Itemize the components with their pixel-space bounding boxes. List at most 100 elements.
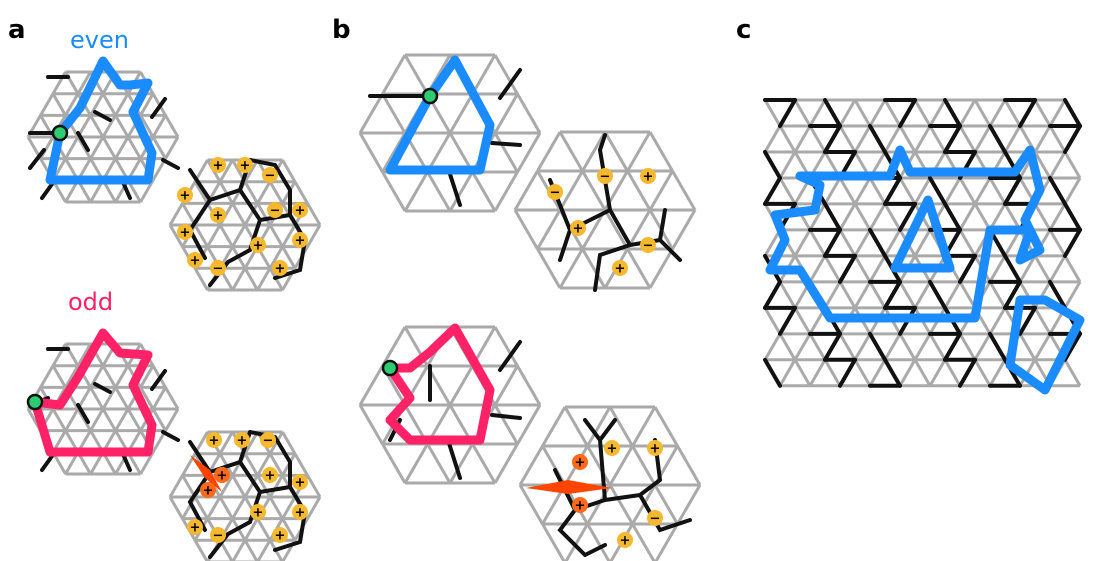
lattice-edge — [181, 474, 197, 498]
lattice-edge — [536, 209, 562, 250]
lattice-edge — [268, 180, 284, 205]
lattice-edge — [763, 125, 782, 153]
lattice-edge — [648, 170, 674, 211]
lattice-edge — [358, 93, 384, 134]
lattice-edge — [793, 229, 812, 257]
bond-edge — [1063, 201, 1082, 232]
lattice-edge — [164, 136, 180, 160]
lattice-edge — [381, 54, 407, 95]
lattice-edge — [853, 99, 872, 127]
lattice-edge — [516, 132, 542, 173]
lattice-edge — [193, 224, 209, 248]
lattice-edge — [973, 125, 992, 153]
lattice-edge — [958, 99, 977, 127]
lattice-edge — [763, 229, 782, 257]
bond-edge — [943, 98, 962, 128]
lattice-edge — [853, 177, 872, 205]
lattice-edge — [958, 177, 977, 205]
lattice-edge — [493, 54, 519, 95]
defect-wedge-icon — [526, 480, 612, 494]
lattice-edge — [536, 248, 562, 289]
lattice-edge — [853, 229, 872, 257]
lattice-edge — [648, 131, 674, 172]
lattice-edge — [168, 496, 184, 520]
lattice-edge — [218, 224, 234, 248]
lattice-edge — [493, 326, 519, 367]
lattice-edge — [626, 170, 652, 211]
lattice-edge — [268, 474, 284, 498]
bond-edge — [763, 357, 782, 388]
lattice-edge — [381, 326, 407, 367]
plus-charge-icon: + — [292, 474, 308, 491]
minus-charge-icon: − — [640, 237, 656, 254]
lattice-edge — [1018, 255, 1037, 283]
lattice-edge — [381, 171, 407, 212]
bond-edge — [868, 331, 887, 362]
lattice-edge — [928, 333, 947, 361]
lattice-edge — [101, 136, 117, 160]
lattice-edge — [358, 365, 384, 406]
lattice-edge — [778, 151, 797, 179]
lattice-edge — [853, 203, 872, 231]
minus-charge-icon: − — [597, 168, 613, 185]
lattice-edge — [563, 406, 589, 447]
loops-c — [765, 145, 1085, 395]
lattice-edge — [808, 125, 827, 153]
bond-edge — [823, 331, 842, 362]
lattice-edge — [988, 307, 1007, 335]
lattice-edge — [973, 333, 992, 361]
lattice-edge — [358, 404, 384, 445]
lattice-edge — [89, 114, 105, 138]
bond-edge — [1063, 227, 1082, 258]
minus-charge-icon: − — [647, 510, 663, 527]
lattice-edge — [493, 404, 519, 445]
lattice-edge — [76, 343, 92, 367]
lattice-edge — [1048, 229, 1067, 257]
lattice-edge — [231, 496, 247, 520]
lattice-edge — [101, 364, 117, 389]
plus-charge-icon: + — [272, 527, 288, 544]
lattice-edge — [1033, 333, 1052, 361]
plus-charge-icon: + — [250, 504, 266, 521]
lattice-edge — [426, 132, 452, 173]
lattice-edge — [89, 386, 105, 410]
lattice-edge — [151, 408, 167, 432]
lattice-edge — [1048, 125, 1067, 153]
lattice-edge — [306, 224, 322, 248]
lattice-edge — [168, 224, 184, 248]
lattice-edge — [218, 474, 234, 498]
bond-edge — [763, 279, 782, 310]
charge-symbol: − — [263, 434, 274, 449]
lattice-edge — [631, 445, 657, 486]
bond-edge — [763, 175, 782, 206]
lattice-edge — [139, 451, 155, 475]
lattice-edge — [89, 136, 105, 160]
lattice-edge — [778, 281, 797, 309]
defects — [190, 455, 612, 494]
lattice-edge — [231, 224, 247, 248]
bond-edge — [823, 227, 842, 258]
lattice-edge — [493, 171, 519, 212]
lattice-edge — [513, 170, 539, 211]
odd-loop-a — [30, 328, 157, 457]
lattice-edge — [281, 517, 297, 542]
charge-symbol: + — [209, 434, 220, 449]
charge-symbol: − — [270, 204, 281, 219]
charge-symbol: + — [253, 239, 264, 254]
lattice-edge — [516, 365, 542, 406]
lattice-edge — [626, 248, 652, 289]
charge-symbol: + — [180, 189, 191, 204]
bond-edge — [1003, 279, 1022, 310]
lattice-edge — [913, 99, 932, 127]
lattice-edge — [808, 359, 827, 387]
lattice-edge — [988, 359, 1007, 387]
lattice-edge — [281, 496, 297, 520]
lattice-edge — [558, 248, 584, 289]
charge-symbol: + — [217, 469, 228, 484]
lattice-edge — [64, 364, 80, 389]
bond-edge — [868, 123, 887, 154]
lattice-edge — [181, 452, 197, 477]
charge-symbol: − — [550, 186, 561, 201]
plus-charge-icon: + — [187, 519, 203, 536]
charge-symbol: + — [295, 234, 306, 249]
